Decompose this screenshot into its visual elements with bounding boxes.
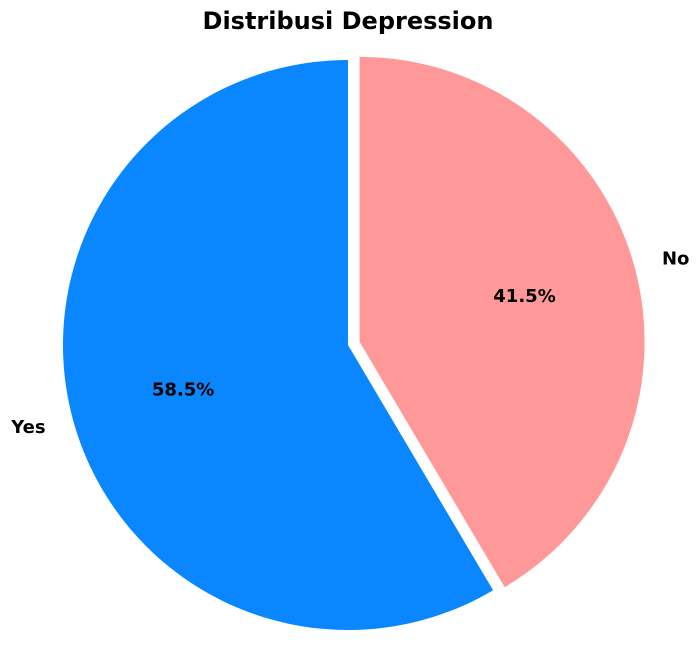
pie-category-label-yes: Yes [10, 417, 45, 438]
pie-labels: 58.5% Yes 41.5% No [10, 249, 689, 439]
pie-slices [62, 56, 645, 630]
pie-slice-no [359, 56, 645, 588]
pie-percent-label-yes: 58.5% [152, 380, 214, 401]
chart-title: Distribusi Depression [203, 7, 494, 35]
pie-slice-yes [62, 60, 494, 630]
pie-category-label-no: No [662, 249, 689, 270]
pie-percent-label-no: 41.5% [493, 286, 555, 307]
